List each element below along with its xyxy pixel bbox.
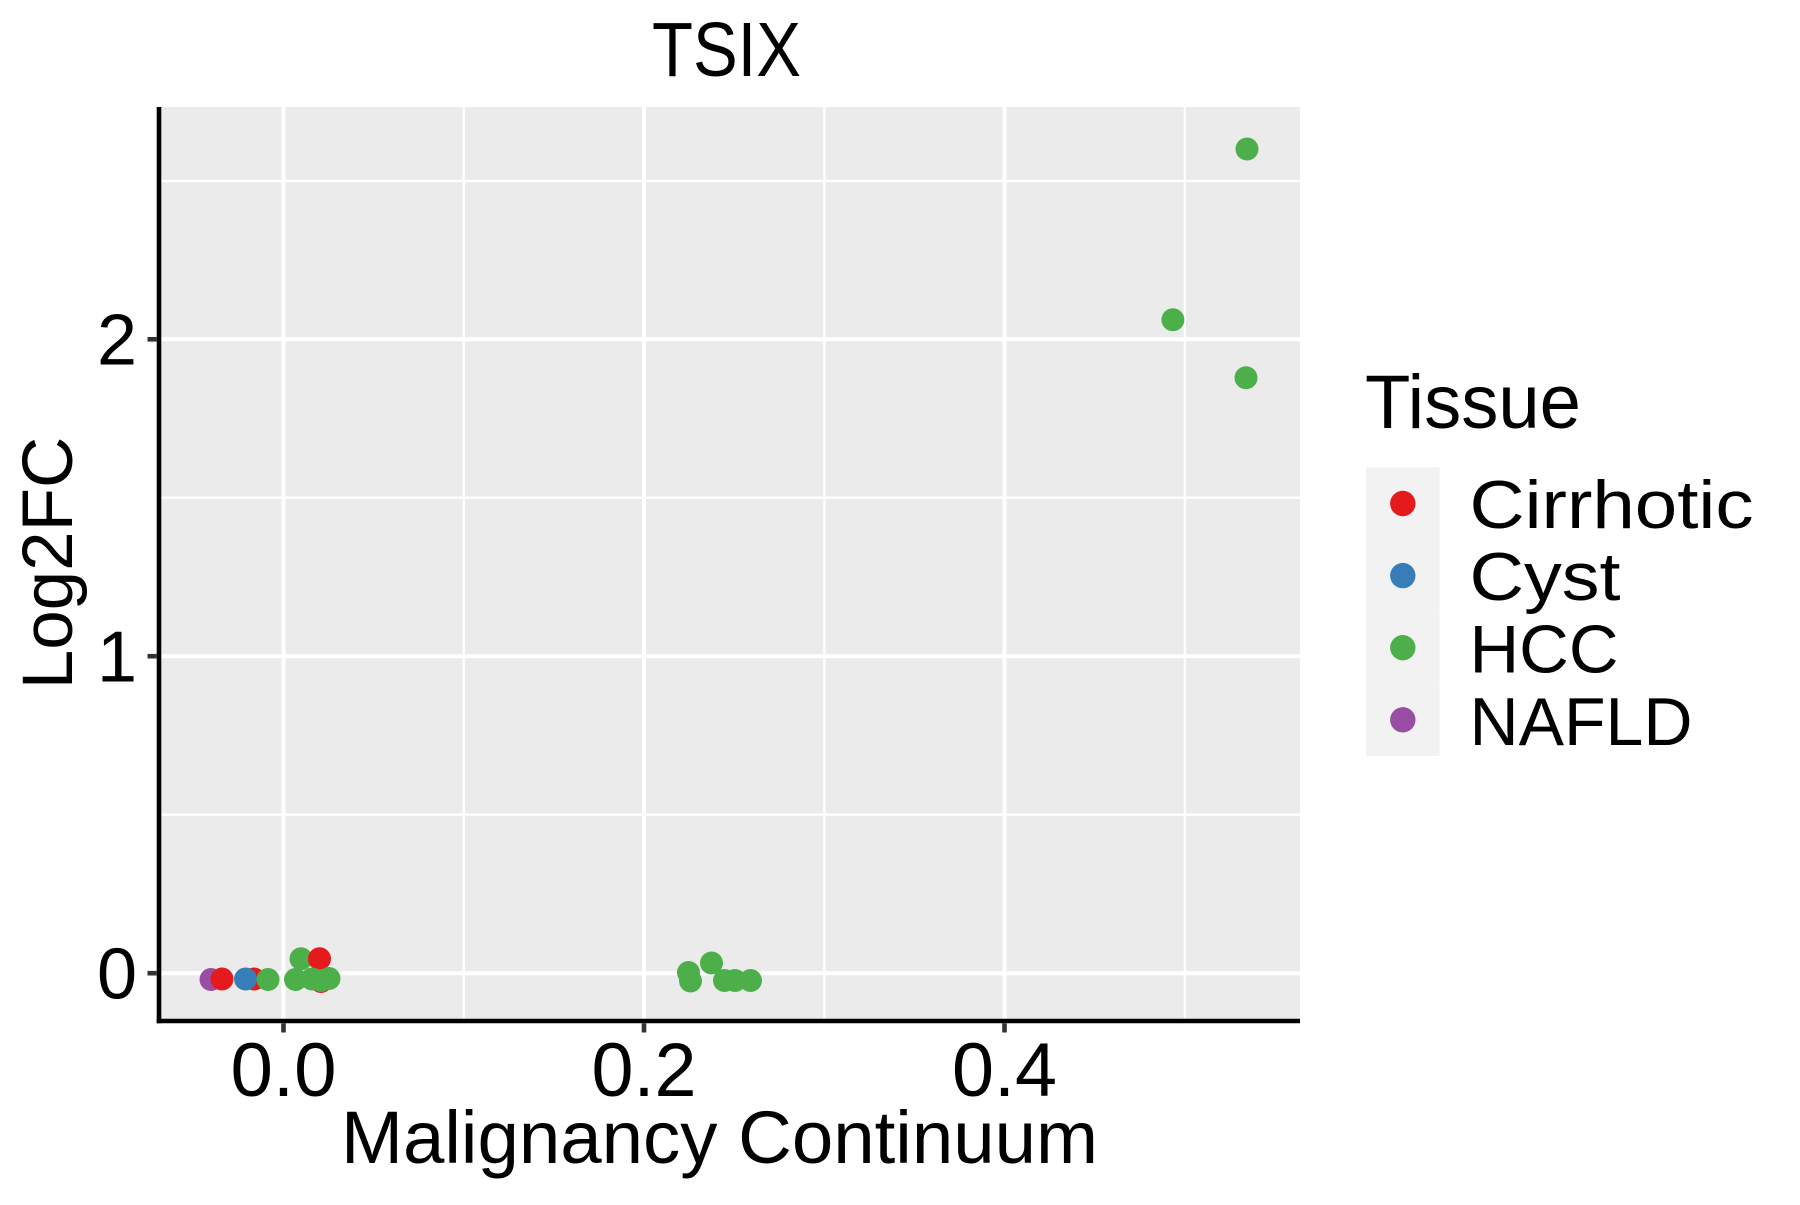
svg-text:TSIX: TSIX [652, 7, 801, 93]
svg-text:2: 2 [97, 301, 137, 381]
svg-text:0.0: 0.0 [231, 1028, 337, 1113]
svg-text:1: 1 [97, 617, 137, 697]
svg-text:NAFLD: NAFLD [1470, 684, 1693, 760]
svg-text:Cirrhotic: Cirrhotic [1470, 467, 1754, 543]
svg-text:HCC: HCC [1470, 612, 1619, 688]
svg-text:Malignancy Continuum: Malignancy Continuum [341, 1096, 1098, 1179]
svg-text:Tissue: Tissue [1365, 360, 1581, 445]
svg-text:Log2FC: Log2FC [9, 437, 88, 690]
svg-text:0: 0 [97, 934, 137, 1014]
svg-text:0.2: 0.2 [592, 1028, 697, 1113]
svg-text:0.4: 0.4 [952, 1028, 1057, 1113]
svg-text:Cyst: Cyst [1470, 539, 1621, 615]
